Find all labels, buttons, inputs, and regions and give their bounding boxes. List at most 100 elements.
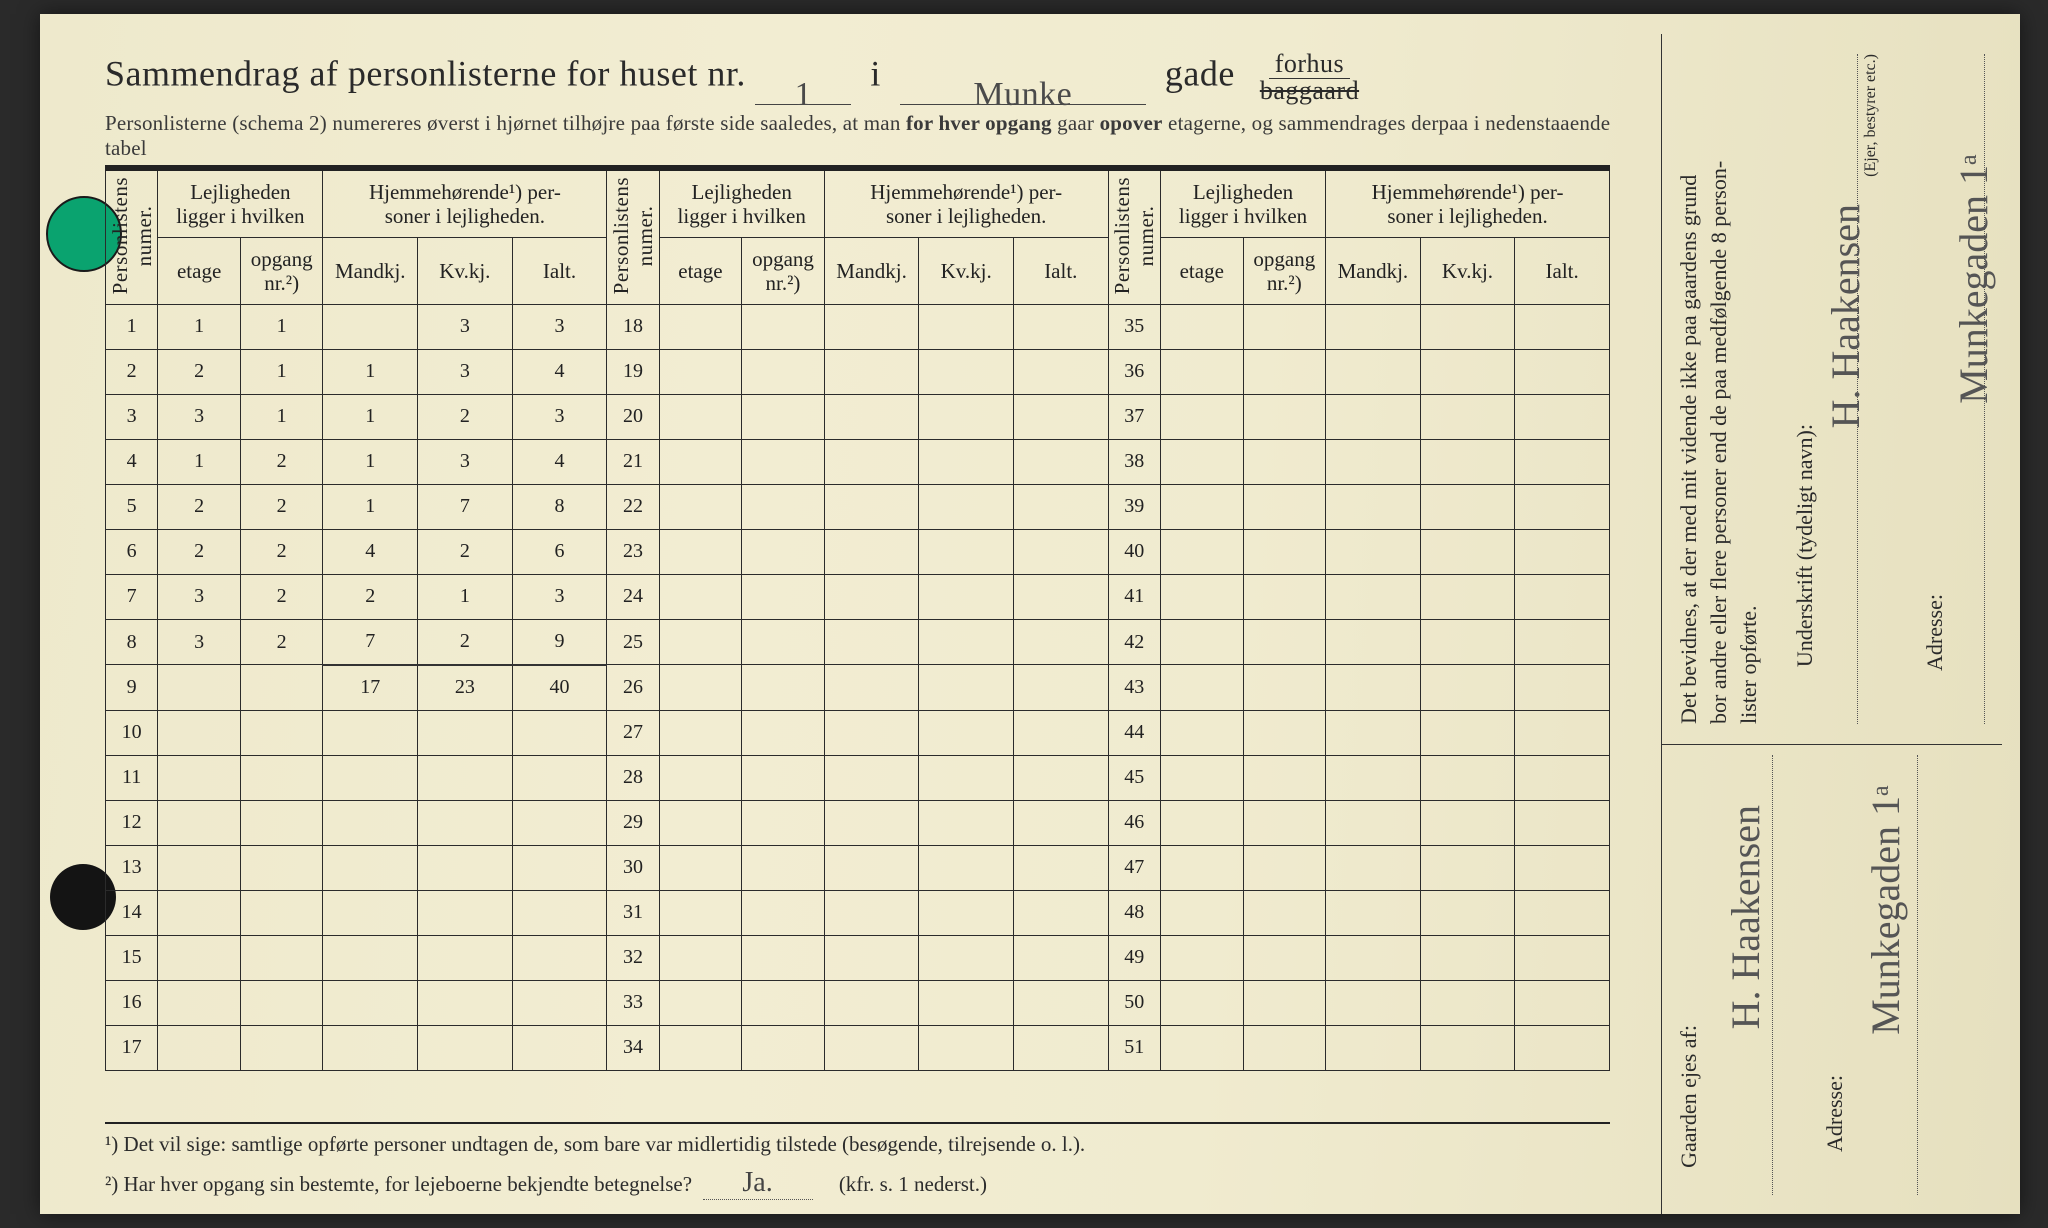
col-personlistens-numer: Personlistensnumer. (1108, 169, 1160, 304)
row-number: 11 (106, 755, 158, 800)
row-number: 24 (607, 574, 659, 619)
cell-kvkj: 3 (418, 304, 513, 349)
cell-empty (1014, 574, 1109, 619)
cell-empty (1515, 800, 1610, 845)
row-number: 7 (106, 574, 158, 619)
cell-ialt: 3 (512, 394, 607, 439)
forhus-baggaard: forhus baggaard (1254, 50, 1365, 105)
cell-empty (1160, 665, 1243, 711)
cell-empty (1420, 890, 1515, 935)
table-row: 4121342138 (106, 439, 1610, 484)
row-number: 4 (106, 439, 158, 484)
row-number: 9 (106, 665, 158, 711)
row-number: 23 (607, 529, 659, 574)
cell-empty (418, 845, 513, 890)
cell-empty (1243, 304, 1326, 349)
cell-empty (1014, 304, 1109, 349)
cell-empty (1160, 890, 1243, 935)
cell-empty (1243, 529, 1326, 574)
cell-empty (919, 710, 1014, 755)
cell-empty (1014, 394, 1109, 439)
row-number: 19 (607, 349, 659, 394)
table-row: 91723402643 (106, 665, 1610, 711)
cell-total-ialt: 40 (512, 665, 607, 711)
cell-etage: 3 (158, 619, 241, 665)
row-number: 30 (607, 845, 659, 890)
lower-adresse-value: Munkegaden 1ᵃ (1862, 785, 1909, 1035)
col-kvkj: Kv.kj. (919, 237, 1014, 304)
cell-empty (1326, 935, 1421, 980)
cell-opgang: 2 (240, 439, 323, 484)
col-opgang-label: opgang nr.²) (251, 247, 313, 295)
col-ialt: Ialt. (512, 237, 607, 304)
cell-empty (1326, 394, 1421, 439)
cell-empty (824, 619, 919, 665)
cell-empty (742, 755, 825, 800)
cell-empty (824, 710, 919, 755)
cell-empty (1160, 710, 1243, 755)
cell-empty (919, 755, 1014, 800)
table-row: 102744 (106, 710, 1610, 755)
col-etage: etage (1160, 237, 1243, 304)
gaarden-ejes-label: Gaarden ejes af: (1676, 1025, 1702, 1168)
col-hjemme: Hjemmehørende¹) per-soner i lejligheden. (323, 169, 607, 237)
cell-empty (418, 755, 513, 800)
cell-empty (1014, 665, 1109, 711)
table-row: 163350 (106, 980, 1610, 1025)
col-hjemme: Hjemmehørende¹) per-soner i lejligheden. (824, 169, 1108, 237)
cell-empty (1243, 710, 1326, 755)
table-row: 8327292542 (106, 619, 1610, 665)
cell-empty (1515, 980, 1610, 1025)
cell-empty (1326, 349, 1421, 394)
cell-empty (659, 574, 742, 619)
cell-empty (1014, 710, 1109, 755)
dotted-rule (1984, 54, 1986, 724)
cell-empty (1515, 890, 1610, 935)
cell-empty (1243, 755, 1326, 800)
cell-total-mandkj: 17 (323, 665, 418, 711)
cell-empty (323, 845, 418, 890)
cell-empty (1160, 529, 1243, 574)
cell-opgang: 1 (240, 394, 323, 439)
cell-kvkj: 3 (418, 439, 513, 484)
cell-empty (742, 304, 825, 349)
subtitle: Personlisterne (schema 2) numereres øver… (105, 111, 1615, 161)
cell-empty (512, 710, 607, 755)
footnote-1: ¹) Det vil sige: samtlige opførte person… (105, 1132, 1610, 1157)
row-number: 29 (607, 800, 659, 845)
cell-mandkj: 1 (323, 394, 418, 439)
cell-empty (1160, 349, 1243, 394)
cell-etage: 1 (158, 304, 241, 349)
cell-empty (919, 800, 1014, 845)
cell-empty (418, 710, 513, 755)
cell-empty (742, 1025, 825, 1070)
cell-empty (1326, 529, 1421, 574)
footnotes: ¹) Det vil sige: samtlige opførte person… (105, 1122, 1610, 1200)
row-number: 15 (106, 935, 158, 980)
col-opgang-label: opgang nr.²) (1253, 247, 1315, 295)
cell-empty (512, 935, 607, 980)
census-table: Personlistensnumer. Lejlighedenligger i … (105, 168, 1610, 1071)
cell-mandkj: 4 (323, 529, 418, 574)
row-number: 43 (1108, 665, 1160, 711)
col-personlistens-numer: Personlistensnumer. (607, 169, 659, 304)
cell-empty (1243, 439, 1326, 484)
col-lejligheden: Lejlighedenligger i hvilken (1160, 169, 1325, 237)
cell-empty (824, 890, 919, 935)
cell-empty (1243, 484, 1326, 529)
row-number: 21 (607, 439, 659, 484)
cell-empty (824, 980, 919, 1025)
row-number: 34 (607, 1025, 659, 1070)
cell-empty (659, 484, 742, 529)
cell-empty (418, 1025, 513, 1070)
cell-empty (1014, 755, 1109, 800)
cell-empty (158, 1025, 241, 1070)
cell-empty (1243, 349, 1326, 394)
cell-empty (919, 845, 1014, 890)
row-number: 42 (1108, 619, 1160, 665)
cell-empty (824, 304, 919, 349)
cell-empty (512, 1025, 607, 1070)
cell-empty (1420, 304, 1515, 349)
cell-ialt: 8 (512, 484, 607, 529)
cell-empty (1014, 1025, 1109, 1070)
